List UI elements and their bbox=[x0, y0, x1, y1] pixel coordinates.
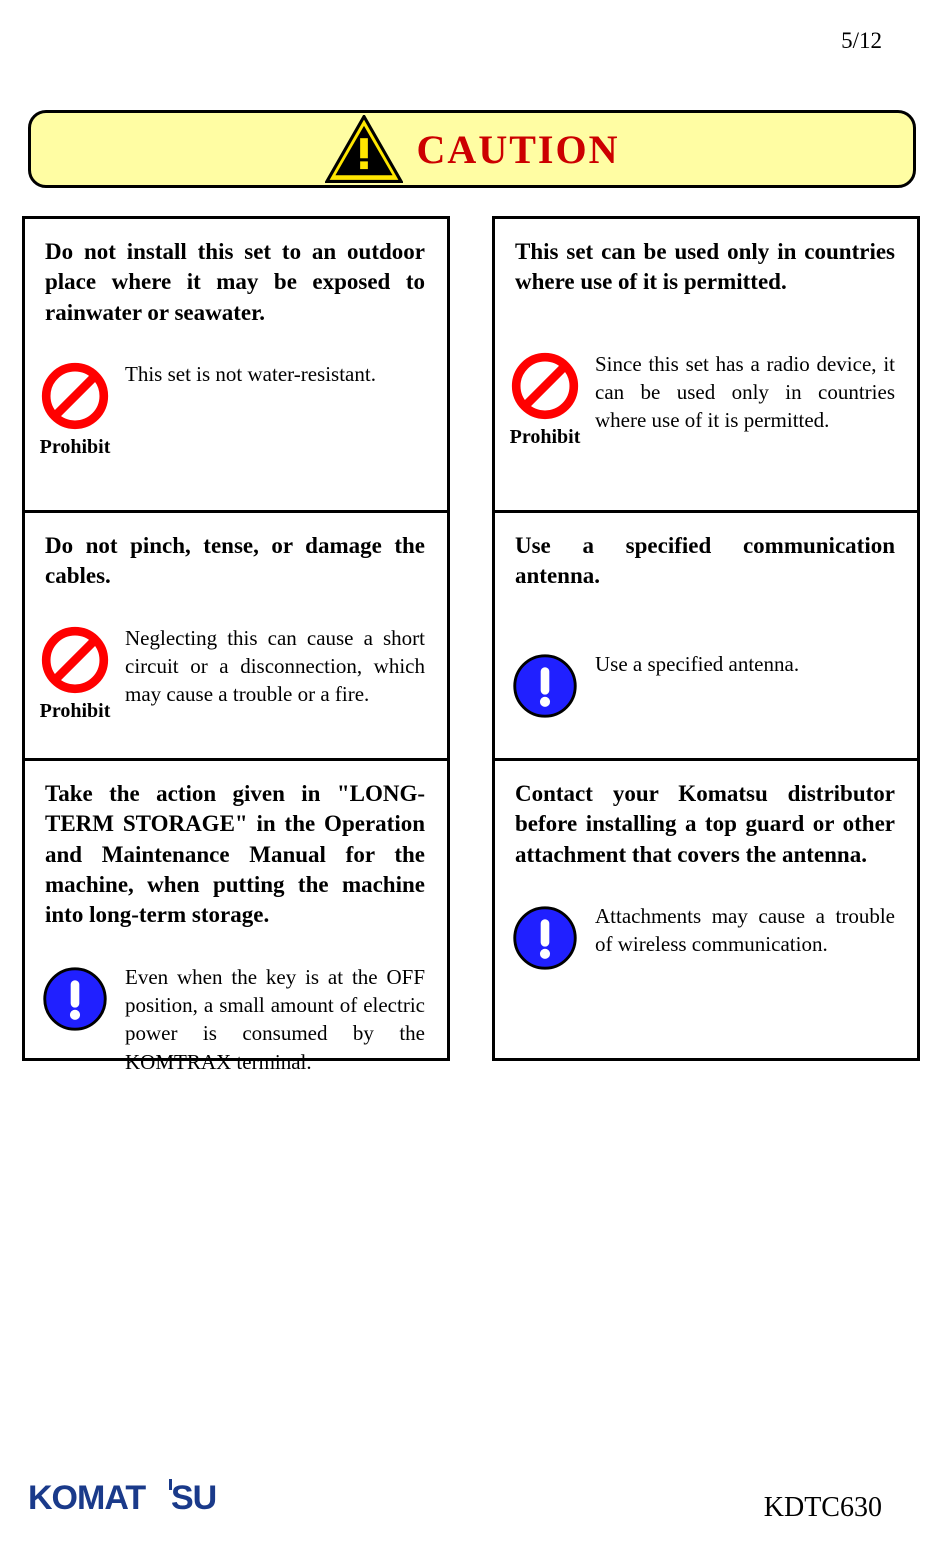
notice-icon-block bbox=[509, 902, 581, 974]
prohibit-icon bbox=[39, 624, 111, 696]
notice-icon bbox=[39, 963, 111, 1035]
caution-label: CAUTION bbox=[417, 126, 620, 173]
cell-title: Take the action given in "LONG-TERM STOR… bbox=[39, 779, 431, 931]
caution-cell: Contact your Komatsu distributor before … bbox=[495, 761, 917, 1061]
left-column: Do not install this set to an outdoor pl… bbox=[22, 216, 450, 1061]
cell-body: Since this set has a radio device, it ca… bbox=[595, 350, 901, 435]
notice-icon bbox=[509, 902, 581, 974]
cell-body: Attachments may cause a trouble of wirel… bbox=[595, 902, 901, 959]
notice-icon bbox=[509, 650, 581, 722]
prohibit-icon bbox=[509, 350, 581, 422]
notice-icon-block bbox=[509, 650, 581, 722]
prohibit-icon bbox=[39, 360, 111, 432]
icon-label: Prohibit bbox=[510, 426, 581, 449]
prohibit-icon-block: Prohibit bbox=[509, 350, 581, 449]
cell-title: Use a specified communication antenna. bbox=[509, 531, 901, 592]
caution-cell: This set can be used only in countries w… bbox=[495, 219, 917, 513]
icon-label: Prohibit bbox=[40, 700, 111, 723]
cell-title: Contact your Komatsu distributor before … bbox=[509, 779, 901, 870]
caution-cell: Use a specified communication antenna. U… bbox=[495, 513, 917, 761]
document-code: KDTC630 bbox=[764, 1492, 882, 1524]
cell-title: This set can be used only in countries w… bbox=[509, 237, 901, 298]
cell-title: Do not install this set to an outdoor pl… bbox=[39, 237, 431, 328]
cell-body: Even when the key is at the OFF position… bbox=[125, 963, 431, 1076]
icon-label: Prohibit bbox=[40, 436, 111, 459]
brand-logo: KOMAT SU bbox=[28, 1477, 260, 1524]
prohibit-icon-block: Prohibit bbox=[39, 624, 111, 723]
cell-body: Use a specified antenna. bbox=[595, 650, 805, 678]
page-number: 5/12 bbox=[841, 28, 882, 54]
cell-title: Do not pinch, tense, or damage the cable… bbox=[39, 531, 431, 592]
svg-text:SU: SU bbox=[171, 1479, 216, 1517]
caution-cell: Take the action given in "LONG-TERM STOR… bbox=[25, 761, 447, 1061]
caution-banner: CAUTION bbox=[28, 110, 916, 188]
svg-text:KOMAT: KOMAT bbox=[28, 1479, 146, 1517]
caution-cell: Do not install this set to an outdoor pl… bbox=[25, 219, 447, 513]
right-column: This set can be used only in countries w… bbox=[492, 216, 920, 1061]
caution-grid: Do not install this set to an outdoor pl… bbox=[22, 216, 922, 1061]
cell-body: Neglecting this can cause a short circui… bbox=[125, 624, 431, 709]
cell-body: This set is not water-resistant. bbox=[125, 360, 382, 388]
caution-cell: Do not pinch, tense, or damage the cable… bbox=[25, 513, 447, 761]
notice-icon-block bbox=[39, 963, 111, 1035]
prohibit-icon-block: Prohibit bbox=[39, 360, 111, 459]
warning-triangle-icon bbox=[325, 115, 403, 183]
